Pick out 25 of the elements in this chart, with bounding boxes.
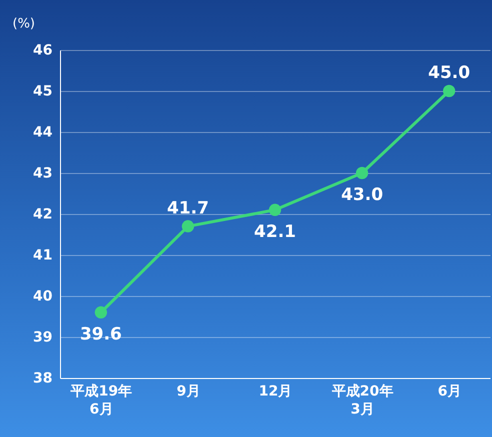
data-label: 41.7 (166, 198, 209, 218)
y-tick-label: 42 (33, 206, 52, 222)
y-tick-label: 43 (33, 166, 52, 182)
x-tick-label: 平成20年 3月 (330, 384, 394, 418)
x-tick-label: 9月 (176, 384, 200, 400)
point (182, 220, 194, 232)
point (94, 306, 108, 319)
y-tick-label: 39 (33, 330, 52, 346)
x-tick-label: 6月 (438, 384, 462, 400)
point (442, 84, 456, 98)
point (268, 204, 282, 216)
data-label: 42.1 (254, 222, 296, 242)
y-tick-label: 46 (33, 42, 52, 58)
y-tick-label: 45 (33, 84, 52, 100)
data-label: 45.0 (428, 63, 470, 83)
y-tick-label: 41 (33, 248, 52, 264)
x-tick-label: 平成19年 6月 (70, 384, 132, 418)
data-label: 39.6 (80, 324, 122, 344)
y-tick-label: 40 (33, 288, 53, 304)
y-axis-title: (%) (12, 16, 35, 32)
point (356, 166, 368, 180)
y-tick-label: 38 (33, 370, 52, 386)
y-tick-label: 44 (33, 124, 53, 140)
data-label: 43.0 (341, 185, 384, 205)
x-tick-label: 12月 (258, 384, 292, 400)
